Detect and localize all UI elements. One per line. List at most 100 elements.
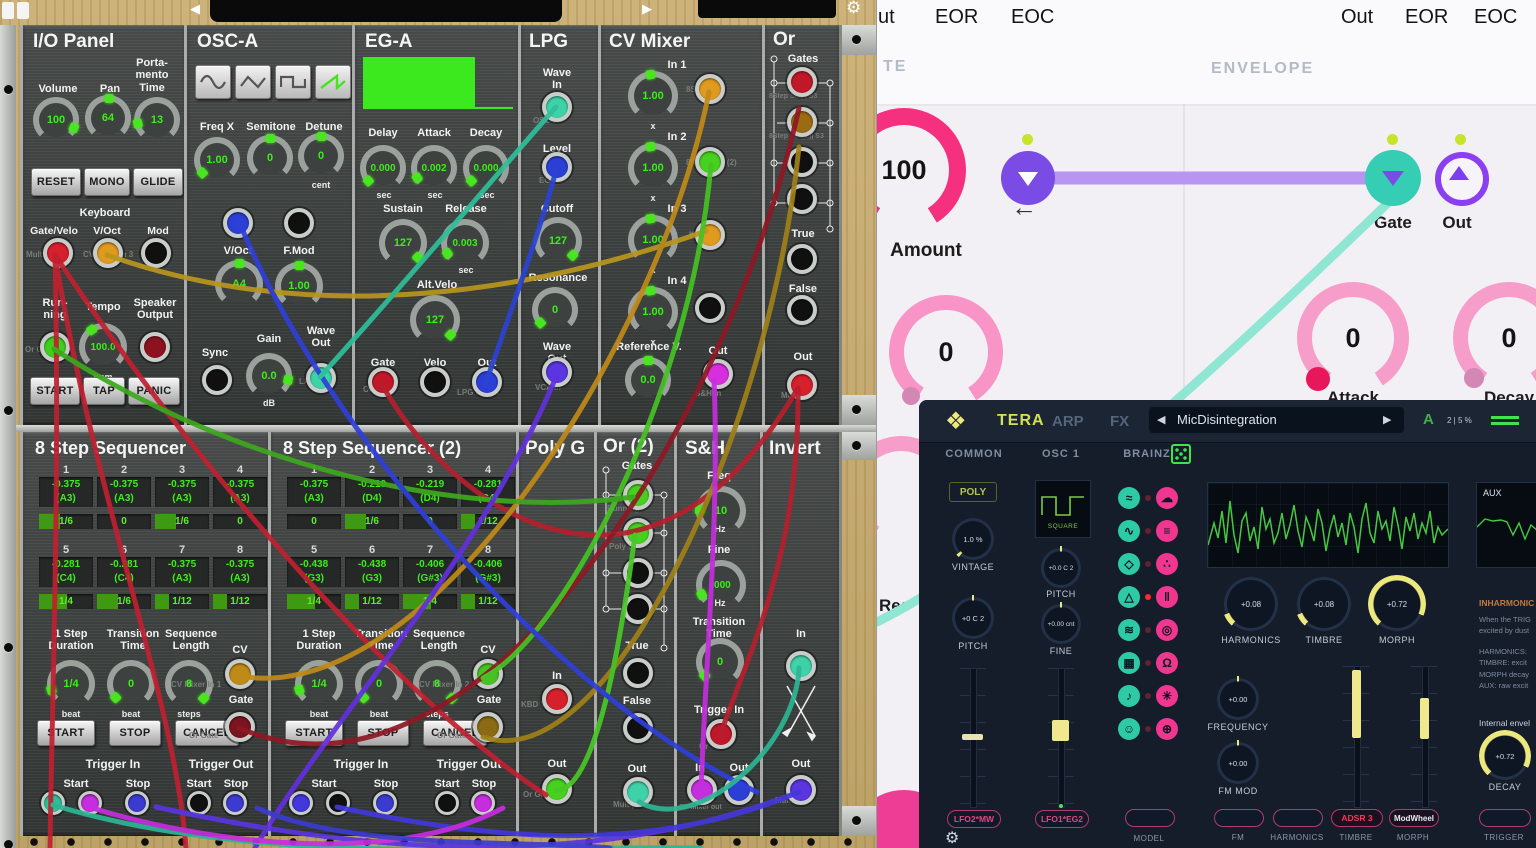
speaker-port[interactable] [140, 332, 170, 362]
sequencer-step[interactable]: 5 -0.438 (G3) 1/4 [287, 544, 345, 624]
trig-in-stop-port[interactable] [125, 791, 149, 815]
tempo-knob[interactable]: 100.0 [79, 323, 127, 371]
brainz-model-row[interactable]: ≈ ☁ [1116, 484, 1182, 517]
detune-knob[interactable]: 0 [298, 132, 344, 179]
trig-out-start-port[interactable] [435, 791, 459, 815]
or-gate2-port[interactable] [787, 107, 817, 137]
freqx-knob[interactable]: 1.00 [194, 137, 240, 183]
sequencer-step[interactable]: 4 -0.375 (A3) 0 [213, 464, 271, 544]
sequencer-step[interactable]: 5 -0.281 (C4) 1/4 [39, 544, 97, 624]
rate-knob[interactable]: 100 [877, 108, 966, 232]
or-gate1-port[interactable] [787, 67, 817, 97]
eg-velo-port[interactable] [420, 367, 450, 397]
or2-true-port[interactable] [623, 658, 653, 688]
decay-knob[interactable]: 0.000 [463, 145, 509, 191]
timbre-knob[interactable]: +0.08 [1295, 575, 1353, 633]
transition-knob[interactable]: 0 [355, 660, 403, 708]
sustain-knob[interactable]: 127 [379, 219, 427, 267]
sh-in-port[interactable] [687, 775, 717, 805]
attack-knob[interactable]: 0.002 [411, 145, 457, 191]
attack-knob[interactable]: 0 [1297, 282, 1409, 394]
brainz-model-row[interactable]: ☺ ⊕ [1116, 715, 1182, 748]
fmod-port[interactable] [284, 208, 314, 238]
lpg-waveout-port[interactable] [542, 357, 572, 387]
decay-mod-knob[interactable]: +0.72 [1479, 730, 1531, 782]
seq-stop-button[interactable]: STOP [357, 720, 409, 746]
slider-handle[interactable] [962, 734, 983, 740]
model-icon-a[interactable]: ▦ [1118, 652, 1140, 674]
gear-icon[interactable]: ⚙ [846, 0, 862, 17]
sequencer-step[interactable]: 8 -0.406 (G#3) 1/12 [461, 544, 519, 624]
harmonics-knob[interactable]: +0.08 [1222, 575, 1280, 633]
seq-gate-port[interactable] [225, 712, 255, 742]
running-port[interactable] [40, 332, 70, 362]
sh-out-port[interactable] [724, 775, 754, 805]
eg-out-port[interactable] [472, 367, 502, 397]
model-icon-b[interactable]: Ω [1156, 652, 1178, 674]
model-icon-b[interactable]: ◎ [1156, 619, 1178, 641]
sequencer-step[interactable]: 7 -0.406 (G#3) 1/4 [403, 544, 461, 624]
poly-button[interactable]: POLY [949, 482, 997, 502]
model-icon-b[interactable]: ⊕ [1156, 718, 1178, 740]
morph-knob[interactable]: +0.72 [1368, 575, 1426, 633]
ref-knob[interactable]: 0.0 [625, 356, 671, 403]
sequencer-step[interactable]: 7 -0.375 (A3) 1/12 [155, 544, 213, 624]
model-mod-pill[interactable] [1125, 809, 1175, 827]
tab-fx[interactable]: FX [1110, 413, 1130, 430]
preset-bar[interactable] [210, 0, 562, 22]
morph-mod-pill[interactable]: ModWheel [1389, 809, 1439, 827]
sh-trigger-port[interactable] [706, 719, 736, 749]
harmonics-mod-pill[interactable] [1273, 809, 1323, 827]
window-icon-2[interactable] [17, 2, 29, 19]
or-true-port[interactable] [787, 244, 817, 274]
model-icon-a[interactable]: △ [1118, 586, 1140, 608]
seq-start-button[interactable]: START [37, 720, 95, 746]
polyg-out-port[interactable] [542, 774, 572, 804]
altvelo-knob[interactable]: 127 [410, 295, 460, 345]
preset-name[interactable]: MicDisintegration [1177, 412, 1277, 427]
mod-port[interactable] [141, 238, 171, 268]
preset-next-icon[interactable]: ▶ [642, 1, 652, 16]
seq-cv-port[interactable] [225, 659, 255, 689]
or2-gate4-port[interactable] [623, 594, 653, 624]
env-out-port[interactable] [1435, 152, 1489, 206]
triangle-wave-button[interactable] [235, 65, 271, 99]
timbre-mod-pill[interactable]: ADSR 3 [1331, 809, 1383, 827]
delay-knob[interactable]: 0.000 [360, 145, 406, 191]
preset-box[interactable] [1149, 407, 1404, 433]
step-duration-knob[interactable]: 1/4 [47, 660, 95, 708]
sequencer-step[interactable]: 1 -0.375 (A3) 1/6 [39, 464, 97, 544]
tap-button[interactable]: TAP [83, 377, 125, 405]
window-icon[interactable] [2, 2, 14, 19]
model-icon-b[interactable]: ∴ [1156, 553, 1178, 575]
common-mod-pill[interactable]: LFO2*MW [947, 810, 1001, 828]
voct-knob[interactable]: A4 [215, 259, 263, 308]
decay-knob[interactable]: 0 [1453, 282, 1536, 394]
seq-cv-port[interactable] [473, 659, 503, 689]
in1-knob[interactable]: 1.00 [628, 71, 678, 121]
sequencer-step[interactable]: 2 -0.375 (A3) 0 [97, 464, 155, 544]
osc1-pitch-knob[interactable]: +0.0 C 2 [1039, 546, 1083, 590]
fmod-knob[interactable]: 1.00 [275, 261, 323, 310]
model-icon-b[interactable]: ✳ [1156, 685, 1178, 707]
mono-button[interactable]: MONO [84, 168, 130, 196]
fm-mod-pill[interactable] [1214, 809, 1264, 827]
brainz-model-row[interactable]: ▦ Ω [1116, 649, 1182, 682]
slider-handle[interactable] [1052, 720, 1069, 741]
model-icon-a[interactable]: ≈ [1118, 487, 1140, 509]
length-knob[interactable]: 8 [413, 660, 461, 708]
sequencer-step[interactable]: 3 -0.375 (A3) 1/6 [155, 464, 213, 544]
or2-false-port[interactable] [623, 713, 653, 743]
model-icon-b[interactable]: ≡ [1156, 520, 1178, 542]
or2-gate1-port[interactable] [623, 480, 653, 510]
sequencer-step[interactable]: 3 -0.219 (D4) 0 [403, 464, 461, 544]
trig-in-start-port-2[interactable] [326, 791, 350, 815]
seq-gate-port[interactable] [473, 712, 503, 742]
mix-in3-port[interactable] [695, 220, 725, 250]
seq-stop-button[interactable]: STOP [109, 720, 161, 746]
tab-arp[interactable]: ARP [1052, 413, 1084, 430]
resonance-knob[interactable]: 0 [532, 287, 578, 333]
preset-prev-icon[interactable]: ◀ [190, 1, 200, 16]
common-pitch-knob[interactable]: +0 C 2 [950, 595, 996, 641]
in2-knob[interactable]: 1.00 [628, 143, 678, 193]
